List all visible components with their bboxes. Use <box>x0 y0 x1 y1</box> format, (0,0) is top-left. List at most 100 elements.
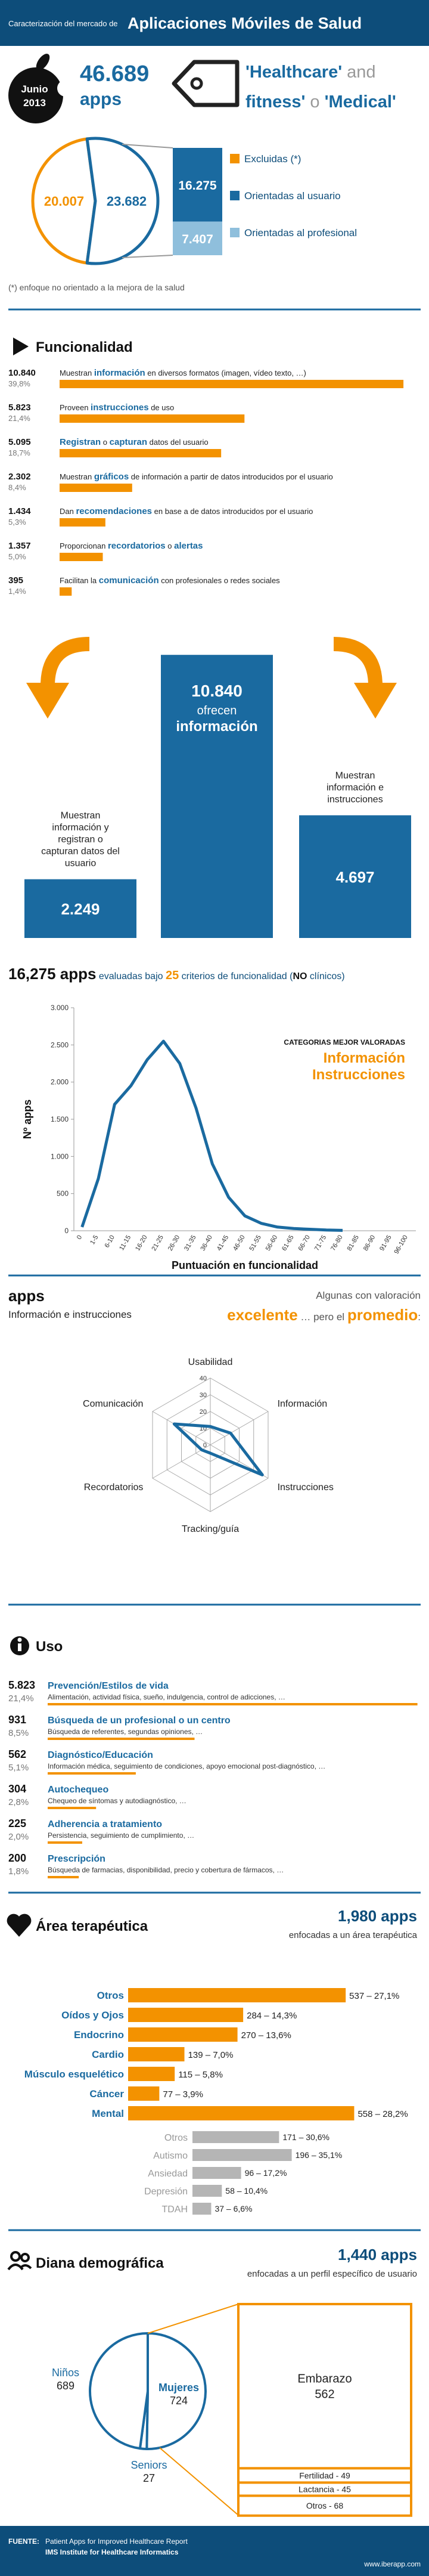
item-text-part: recordatorios <box>108 541 166 551</box>
item-text-part: Registran <box>60 437 101 447</box>
area-value: 537 – 27,1% <box>349 1991 399 2001</box>
connector <box>159 2447 239 2516</box>
highlight-caption: información e <box>327 782 384 792</box>
x-tick-label: 46-50 <box>232 1234 246 1252</box>
year: 2013 <box>23 97 46 109</box>
highlight-value: 2.249 <box>61 900 100 918</box>
highlight-caption: ofrecen <box>197 704 237 717</box>
radar-axis-label: Usabilidad <box>188 1357 233 1367</box>
radar-heading-right: excelente … pero el promedio: <box>227 1306 421 1324</box>
evaluation-heading-part: criterios de funcionalidad <box>179 971 287 982</box>
header-bar <box>0 0 429 46</box>
x-tick-label: 81-85 <box>346 1234 360 1252</box>
tag-line-part: and <box>342 63 375 82</box>
institute: IMS Institute for Healthcare Informatics <box>45 2548 179 2556</box>
header-title: Aplicaciones Móviles de Salud <box>128 14 362 32</box>
y-tick-label: 2.000 <box>51 1078 69 1086</box>
radar-axis-label: Tracking/guía <box>182 1524 239 1534</box>
heart-icon <box>7 1914 32 1937</box>
radar-heading-right-part: promedio <box>347 1306 418 1324</box>
breakdown-label: 7.407 <box>182 233 213 246</box>
demographic-name: Niños <box>52 2367 79 2379</box>
highlight-bar <box>24 879 136 938</box>
item-bar <box>60 518 105 527</box>
radar-axis-label: Comunicación <box>83 1399 143 1409</box>
x-tick-label: 21-25 <box>150 1234 164 1252</box>
x-tick-label: 56-60 <box>265 1234 279 1252</box>
use-detail: Chequeo de síntomas y autodiagnóstico, … <box>48 1797 186 1805</box>
x-tick-label: 76-80 <box>329 1234 344 1252</box>
tag-line-part: o <box>305 92 324 112</box>
use-icon <box>10 1636 29 1655</box>
item-percent: 8,4% <box>8 483 26 492</box>
evaluation-heading-part: clínicos) <box>307 971 344 982</box>
highlight-value: 10.840 <box>191 682 243 700</box>
highlight-caption: usuario <box>65 858 97 868</box>
use-detail: Alimentación, actividad física, sueño, i… <box>48 1693 285 1701</box>
use-title: Uso <box>36 1639 63 1655</box>
area-name: Cáncer <box>89 2088 124 2100</box>
mental-name: Ansiedad <box>148 2169 188 2179</box>
y-tick-label: 1.000 <box>51 1152 69 1160</box>
x-tick-label: 41-45 <box>216 1234 230 1252</box>
area-name: Endocrino <box>74 2029 124 2041</box>
demographic-value: 689 <box>57 2380 74 2392</box>
use-name: Prevención/Estilos de vida <box>48 1681 169 1691</box>
area-value: 77 – 3,9% <box>163 2089 203 2100</box>
area-bar <box>128 2067 175 2081</box>
area-name: Mental <box>92 2108 124 2119</box>
radar-tick-label: 40 <box>200 1375 207 1382</box>
item-count: 395 <box>8 575 23 586</box>
evaluation-heading-part: evaluadas bajo <box>96 971 166 982</box>
pie-slice <box>85 137 160 265</box>
x-tick-label: 61-65 <box>281 1234 295 1252</box>
x-tick-label: 11-15 <box>118 1234 132 1252</box>
evaluation-heading: 16,275 apps evaluadas bajo 25 criterios … <box>8 965 345 983</box>
item-text-part: en diversos formatos (imagen, vídeo text… <box>145 369 306 377</box>
area-value: 270 – 13,6% <box>241 2030 291 2041</box>
legend-swatch <box>230 228 240 237</box>
item-text-part: de información a partir de datos introdu… <box>129 472 333 481</box>
mental-bar <box>192 2203 212 2215</box>
y-tick-label: 1.500 <box>51 1115 69 1123</box>
breakdown-label: 16.275 <box>178 179 217 193</box>
mental-value: 37 – 6,6% <box>214 2204 252 2213</box>
mental-value: 196 – 35,1% <box>296 2150 343 2160</box>
people-icon <box>7 2251 32 2271</box>
use-count: 304 <box>8 1783 26 1795</box>
radar-axis-label: Instrucciones <box>278 1482 334 1493</box>
item-bar <box>60 553 103 561</box>
evaluation-heading-part: 16,275 apps <box>8 965 96 983</box>
annotation-title: CATEGORIAS MEJOR VALORADAS <box>284 1038 405 1046</box>
use-percent: 2,0% <box>8 1832 29 1842</box>
x-tick-label: 86-90 <box>362 1234 377 1252</box>
radar-axis <box>152 1411 211 1445</box>
use-percent: 1,8% <box>8 1866 29 1877</box>
radar-heading-right-part: excelente <box>227 1306 298 1324</box>
area-value: 558 – 28,2% <box>358 2109 408 2119</box>
x-tick-label: 31-35 <box>183 1234 197 1252</box>
item-percent: 5,3% <box>8 518 26 527</box>
source: Patient Apps for Improved Healthcare Rep… <box>45 2537 188 2546</box>
item-text: Proveen instrucciones de uso <box>60 402 174 413</box>
evaluation-heading-part: ( <box>287 971 293 982</box>
x-tick-label: 91-95 <box>378 1234 393 1252</box>
highlight-bar <box>299 815 411 938</box>
item-text: Muestran gráficos de información a parti… <box>60 472 333 482</box>
area-bar <box>128 1988 346 2002</box>
mental-bar <box>192 2149 292 2161</box>
item-percent: 39,8% <box>8 379 30 388</box>
connector <box>122 144 173 148</box>
demographic-value: 27 <box>143 2472 155 2484</box>
mental-value: 58 – 10,4% <box>225 2186 268 2196</box>
x-tick-label: 26-30 <box>167 1234 181 1252</box>
item-text-part: con profesionales o redes sociales <box>159 576 281 585</box>
use-count: 200 <box>8 1852 26 1864</box>
item-text-part: Proporcionan <box>60 541 108 550</box>
evaluation-heading-part: NO <box>293 971 307 982</box>
use-percent: 21,4% <box>8 1693 34 1704</box>
area-bar <box>128 2027 238 2042</box>
use-percent: 8,5% <box>8 1728 29 1738</box>
demographic-subtitle: enfocadas a un perfil específico de usua… <box>247 2269 417 2279</box>
x-axis-label: Puntuación en funcionalidad <box>172 1259 318 1271</box>
